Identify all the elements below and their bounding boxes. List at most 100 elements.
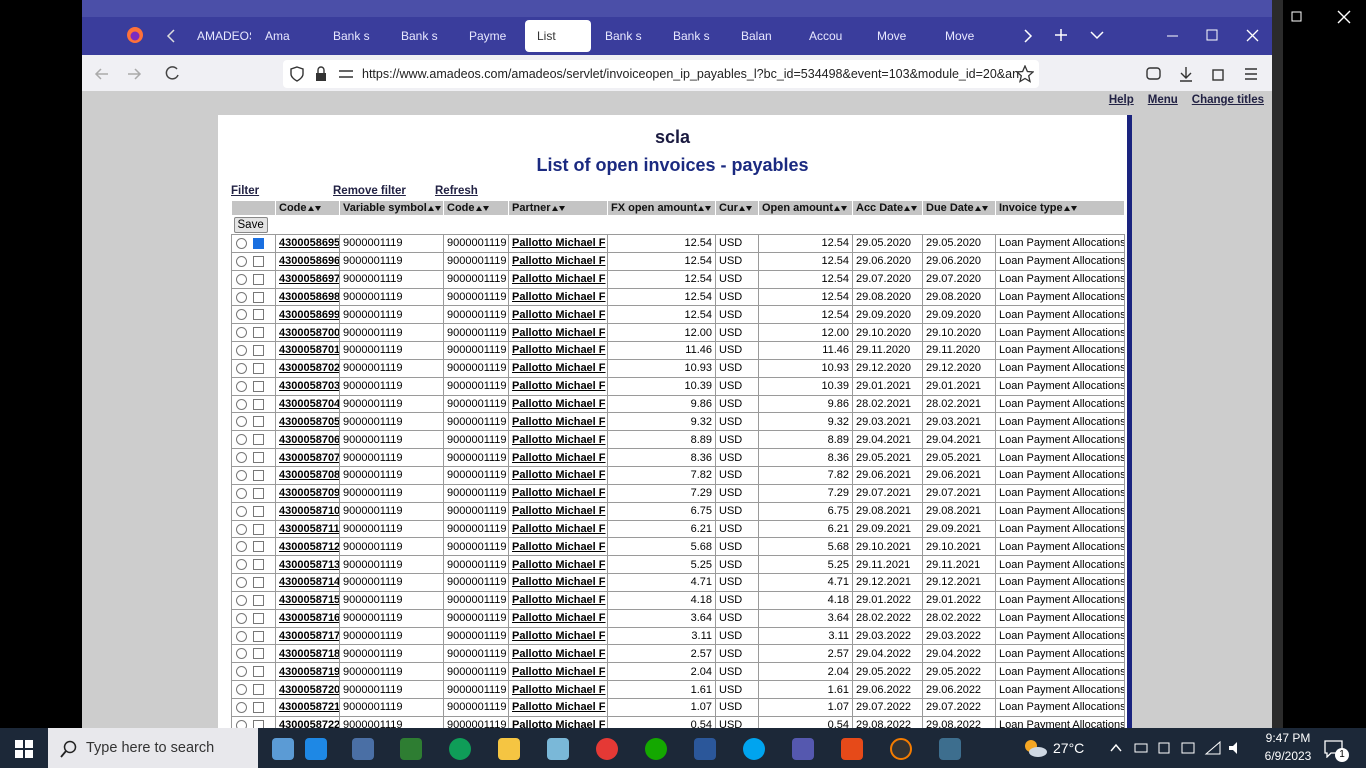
row-checkbox[interactable] [253,380,264,392]
start-button[interactable] [15,740,33,758]
cell-link[interactable]: Pallotto Michael F [508,341,608,360]
row-radio[interactable] [236,594,247,606]
row-radio[interactable] [236,273,247,285]
help-link[interactable]: Help [1108,94,1134,106]
row-radio[interactable] [236,345,247,357]
app-icon[interactable] [694,738,716,760]
cell-link[interactable]: 4300058698 [275,287,340,307]
row-checkbox[interactable] [253,487,264,499]
cell-link[interactable]: 4300058715 [275,590,340,610]
row-radio[interactable] [236,719,247,728]
tab[interactable]: Bank s [593,20,659,52]
cell-link[interactable]: Pallotto Michael F [508,287,608,307]
app-icon[interactable] [792,738,814,760]
outer-window-controls[interactable] [1290,9,1356,25]
column-header[interactable]: Due Date [922,200,996,216]
search-box[interactable]: Type here to search [48,728,258,768]
row-checkbox[interactable] [253,345,264,357]
tab[interactable]: AMADEOS [185,20,251,52]
column-header[interactable]: Code [275,200,340,216]
row-radio[interactable] [236,487,247,499]
row-radio[interactable] [236,452,247,464]
column-header[interactable]: Acc Date [852,200,923,216]
tab[interactable]: Ama [253,20,319,52]
row-radio[interactable] [236,327,247,339]
tab[interactable]: Balan [729,20,795,52]
cell-link[interactable]: Pallotto Michael F [508,519,608,539]
app-icon[interactable] [305,738,327,760]
cell-link[interactable]: Pallotto Michael F [508,537,608,557]
cell-link[interactable]: Pallotto Michael F [508,251,608,271]
row-radio[interactable] [236,541,247,553]
cell-link[interactable]: Pallotto Michael F [508,626,608,646]
column-header[interactable]: Code [443,200,509,216]
tab-scroll-left[interactable] [166,29,176,43]
help-link[interactable]: Menu [1147,94,1178,106]
cell-link[interactable]: Pallotto Michael F [508,323,608,343]
row-checkbox[interactable] [253,469,264,481]
row-checkbox[interactable] [253,505,264,517]
cell-link[interactable]: 4300058695 [275,234,340,253]
cell-link[interactable]: Pallotto Michael F [508,644,608,664]
cell-link[interactable]: 4300058711 [275,519,340,539]
cell-link[interactable]: 4300058697 [275,269,340,289]
row-radio[interactable] [236,255,247,267]
row-checkbox[interactable] [253,434,264,446]
cell-link[interactable]: Pallotto Michael F [508,448,608,467]
cell-link[interactable]: Pallotto Michael F [508,501,608,521]
url-bar[interactable]: https://www.amadeos.com/amadeos/servlet/… [283,60,1039,88]
action-link[interactable]: Remove filter [333,185,406,197]
cell-link[interactable]: Pallotto Michael F [508,376,608,396]
cell-link[interactable]: Pallotto Michael F [508,430,608,450]
cell-link[interactable]: Pallotto Michael F [508,305,608,325]
cell-link[interactable]: Pallotto Michael F [508,465,608,485]
row-checkbox[interactable] [253,648,264,660]
cell-link[interactable]: 4300058710 [275,501,340,521]
help-link[interactable]: Change titles [1191,94,1264,106]
row-checkbox[interactable] [253,719,264,728]
cell-link[interactable]: 4300058719 [275,662,340,682]
tab-scroll-right[interactable] [1023,29,1033,43]
cell-link[interactable]: 4300058708 [275,465,340,485]
row-checkbox[interactable] [253,594,264,606]
app-icon[interactable] [400,738,422,760]
row-checkbox[interactable] [253,541,264,553]
cell-link[interactable]: 4300058699 [275,305,340,325]
cell-link[interactable]: 4300058716 [275,608,340,628]
column-header[interactable]: Variable symbol [339,200,444,216]
cell-link[interactable]: 4300058696 [275,251,340,271]
row-radio[interactable] [236,469,247,481]
cell-link[interactable]: Pallotto Michael F [508,680,608,699]
cell-link[interactable]: 4300058720 [275,680,340,699]
row-checkbox[interactable] [253,291,264,303]
app-icon[interactable] [449,738,471,760]
notification-icon[interactable] [1324,740,1344,758]
row-checkbox[interactable] [253,559,264,571]
new-tab[interactable] [1054,28,1068,42]
column-header[interactable]: Cur [715,200,759,216]
cell-link[interactable]: 4300058709 [275,483,340,503]
column-header[interactable]: Open amount [758,200,853,216]
tab[interactable]: Payme [457,20,523,52]
row-checkbox[interactable] [253,666,264,678]
row-radio[interactable] [236,577,247,589]
app-icon[interactable] [645,738,667,760]
cell-link[interactable]: Pallotto Michael F [508,394,608,414]
row-checkbox[interactable] [253,452,264,464]
row-checkbox[interactable] [253,362,264,374]
cell-link[interactable]: Pallotto Michael F [508,715,608,728]
row-radio[interactable] [236,523,247,535]
row-radio[interactable] [236,684,247,696]
cell-link[interactable]: 4300058714 [275,573,340,592]
app-icon[interactable] [890,738,912,760]
tab[interactable]: Move [933,20,999,52]
cell-link[interactable]: 4300058705 [275,412,340,432]
cell-link[interactable]: 4300058712 [275,537,340,557]
row-radio[interactable] [236,701,247,713]
row-radio[interactable] [236,309,247,321]
row-radio[interactable] [236,434,247,446]
cell-link[interactable]: Pallotto Michael F [508,608,608,628]
cell-link[interactable]: Pallotto Michael F [508,662,608,682]
cell-link[interactable]: Pallotto Michael F [508,269,608,289]
window-controls[interactable] [1166,29,1266,43]
